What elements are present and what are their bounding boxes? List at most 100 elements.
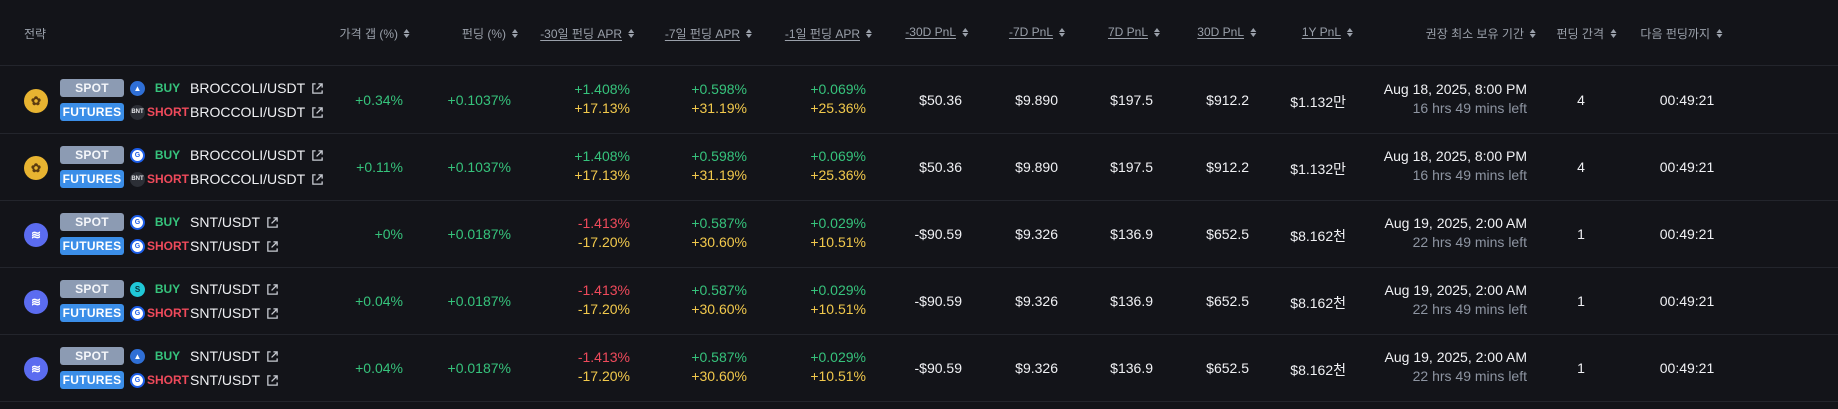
funding-interval-value: 1 <box>1577 226 1585 242</box>
pnl-30d-value: $652.5 <box>1206 226 1249 242</box>
sort-icon <box>404 29 410 38</box>
pnl-minus-30d-value: -$90.59 <box>914 360 962 376</box>
pnl-30d-value: $912.2 <box>1206 159 1249 175</box>
external-link-icon[interactable] <box>266 350 279 363</box>
header-pnl-30d[interactable]: 30D PnL <box>1197 25 1256 39</box>
apr-7d-value: +0.598% <box>691 148 747 164</box>
funding-value: +0.0187% <box>447 293 511 309</box>
apr-1d-annualized: +10.51% <box>810 368 866 384</box>
header-apr-30d[interactable]: -30일 펀딩 APR <box>540 25 634 42</box>
sort-icon <box>1250 27 1256 37</box>
table-row[interactable]: ✿ SPOT G BUY BROCCOLI/USDT FUTURES BNT S… <box>0 134 1838 201</box>
header-funding-interval[interactable]: 펀딩 간격 <box>1557 25 1616 42</box>
hold-until-date: Aug 19, 2025, 2:00 AM <box>1384 349 1527 365</box>
funding-value: +0.1037% <box>447 159 511 175</box>
external-link-icon[interactable] <box>266 216 279 229</box>
pnl-30d-value: $652.5 <box>1206 360 1249 376</box>
pnl-minus-7d-value: $9.326 <box>1015 226 1058 242</box>
header-price-gap[interactable]: 가격 갭 (%) <box>340 25 410 42</box>
apr-1d-annualized: +10.51% <box>810 301 866 317</box>
external-link-icon[interactable] <box>311 106 324 119</box>
spot-badge: SPOT <box>60 347 124 365</box>
pnl-1y-value: $1.132만 <box>1290 94 1346 110</box>
sort-icon <box>1059 27 1065 37</box>
pair-name: BROCCOLI/USDT <box>190 104 306 120</box>
funding-interval-value: 4 <box>1577 159 1585 175</box>
pnl-minus-7d-value: $9.890 <box>1015 92 1058 108</box>
hold-until-date: Aug 19, 2025, 2:00 AM <box>1384 215 1527 231</box>
gate-exchange-icon: G <box>130 238 145 254</box>
header-strategy: 전략 <box>24 27 47 41</box>
pnl-minus-7d-value: $9.326 <box>1015 293 1058 309</box>
futures-badge: FUTURES <box>60 170 124 188</box>
external-link-icon[interactable] <box>266 283 279 296</box>
apr-30d-value: -1.413% <box>577 349 630 365</box>
external-link-icon[interactable] <box>311 149 324 162</box>
pair-name: SNT/USDT <box>190 281 260 297</box>
external-link-icon[interactable] <box>311 173 324 186</box>
external-link-icon[interactable] <box>311 82 324 95</box>
external-link-icon[interactable] <box>266 307 279 320</box>
side-label-buy: BUY <box>154 349 181 363</box>
apr-7d-annualized: +31.19% <box>691 100 747 116</box>
gate-exchange-icon: G <box>130 147 145 163</box>
apr-30d-value: +1.408% <box>574 81 630 97</box>
pair-name: SNT/USDT <box>190 348 260 364</box>
spot-badge: SPOT <box>60 146 124 164</box>
sort-icon <box>512 29 518 38</box>
table-row[interactable]: ≋ SPOT ▲ BUY SNT/USDT FUTURES G SHORT SN… <box>0 335 1838 402</box>
header-next-funding[interactable]: 다음 펀딩까지 <box>1640 25 1722 42</box>
funding-interval-value: 1 <box>1577 293 1585 309</box>
upbit-exchange-icon: ▲ <box>130 80 145 96</box>
header-pnl-minus-7d[interactable]: -7D PnL <box>1009 25 1065 39</box>
apr-30d-value: -1.413% <box>577 282 630 298</box>
broccoli-coin-icon: ✿ <box>24 156 48 180</box>
table-row[interactable]: ≋ SPOT G BUY SNT/USDT FUTURES G SHORT SN… <box>0 201 1838 268</box>
apr-30d-value: +1.408% <box>574 148 630 164</box>
upbit-exchange-icon: ▲ <box>130 348 145 364</box>
table-row[interactable]: ≋ SPOT S BUY SNT/USDT FUTURES G SHORT SN… <box>0 268 1838 335</box>
apr-7d-value: +0.587% <box>691 349 747 365</box>
apr-7d-value: +0.587% <box>691 215 747 231</box>
broccoli-coin-icon: ✿ <box>24 89 48 113</box>
side-label-buy: BUY <box>154 81 181 95</box>
header-pnl-1y[interactable]: 1Y PnL <box>1302 25 1353 39</box>
header-apr-7d[interactable]: -7일 펀딩 APR <box>665 25 752 42</box>
futures-leg: FUTURES G SHORT SNT/USDT <box>60 237 279 255</box>
pnl-1y-value: $8.162천 <box>1290 295 1346 311</box>
apr-7d-value: +0.598% <box>691 81 747 97</box>
table-row[interactable]: ✿ SPOT ▲ BUY BROCCOLI/USDT FUTURES BNT S… <box>0 67 1838 134</box>
pnl-minus-7d-value: $9.890 <box>1015 159 1058 175</box>
pair-name: BROCCOLI/USDT <box>190 171 306 187</box>
header-pnl-minus-30d[interactable]: -30D PnL <box>905 25 968 39</box>
sort-icon <box>1347 27 1353 37</box>
spot-badge: SPOT <box>60 213 124 231</box>
external-link-icon[interactable] <box>266 240 279 253</box>
pnl-minus-7d-value: $9.326 <box>1015 360 1058 376</box>
hold-time-left: 16 hrs 49 mins left <box>1412 100 1527 116</box>
spot-badge: SPOT <box>60 79 124 97</box>
funding-value: +0.0187% <box>447 226 511 242</box>
header-funding[interactable]: 펀딩 (%) <box>462 25 518 42</box>
hold-until-date: Aug 18, 2025, 8:00 PM <box>1383 148 1527 164</box>
header-min-hold-period[interactable]: 권장 최소 보유 기간 <box>1426 25 1536 42</box>
price-gap-value: +0.04% <box>355 360 403 376</box>
pnl-minus-30d-value: -$90.59 <box>914 226 962 242</box>
external-link-icon[interactable] <box>266 374 279 387</box>
sort-icon <box>746 29 752 38</box>
futures-leg: FUTURES BNT SHORT BROCCOLI/USDT <box>60 103 324 121</box>
binance-exchange-icon: BNT <box>130 171 145 187</box>
side-label-short: SHORT <box>147 105 189 119</box>
funding-value: +0.0187% <box>447 360 511 376</box>
header-apr-1d[interactable]: -1일 펀딩 APR <box>785 25 872 42</box>
hold-until-date: Aug 18, 2025, 8:00 PM <box>1383 81 1527 97</box>
funding-interval-value: 4 <box>1577 92 1585 108</box>
next-funding-countdown: 00:49:21 <box>1659 226 1715 242</box>
apr-30d-annualized: -17.20% <box>577 368 630 384</box>
pnl-7d-value: $136.9 <box>1110 360 1153 376</box>
apr-30d-value: -1.413% <box>577 215 630 231</box>
next-funding-countdown: 00:49:21 <box>1659 92 1715 108</box>
binance-exchange-icon: BNT <box>130 104 145 120</box>
header-pnl-7d[interactable]: 7D PnL <box>1108 25 1160 39</box>
